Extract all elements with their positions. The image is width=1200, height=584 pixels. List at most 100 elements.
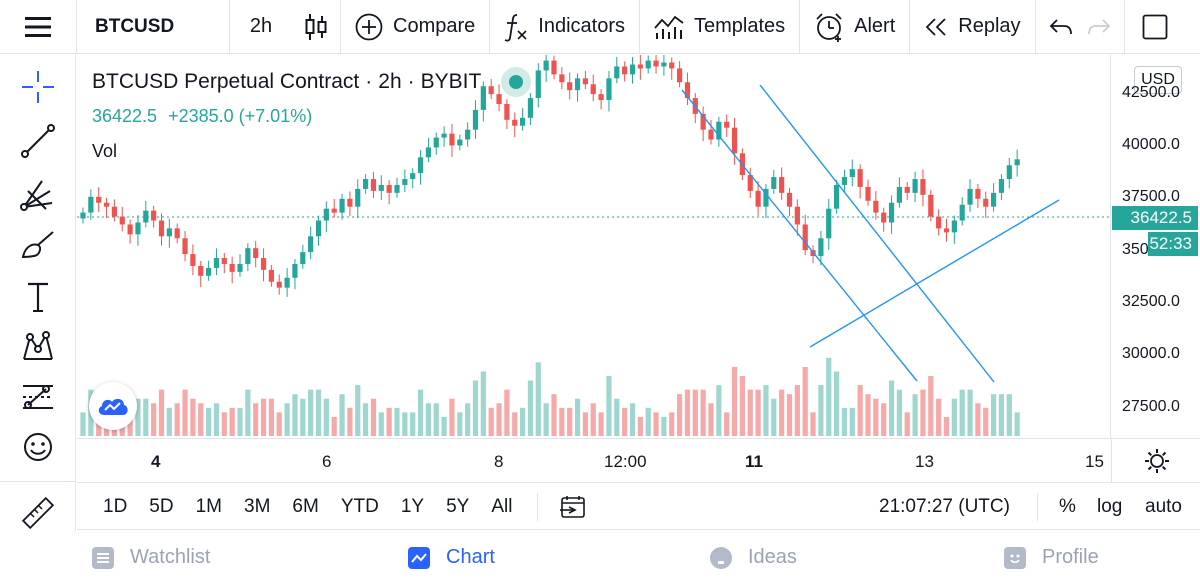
volume-bar <box>512 412 518 436</box>
toolbar-divider <box>340 0 341 54</box>
candle-body <box>653 60 659 67</box>
candle-body <box>339 198 345 213</box>
volume-bar <box>449 398 455 436</box>
range-6m-button[interactable]: 6M <box>292 495 319 517</box>
interval-button[interactable]: 2h <box>249 15 273 37</box>
log-scale-toggle[interactable]: log <box>1097 495 1123 517</box>
volume-bar <box>818 385 824 436</box>
volume-bar <box>151 403 157 436</box>
nav-profile[interactable]: Profile <box>1004 546 1099 569</box>
tradingview-logo-button[interactable] <box>89 382 137 430</box>
candle-body <box>779 177 785 193</box>
bottom-navigation: Watchlist Chart Ideas Profile <box>0 531 1200 584</box>
candle-body <box>143 210 149 223</box>
emoji-tool[interactable] <box>18 427 58 467</box>
candle-body <box>410 173 416 180</box>
list-icon <box>92 546 114 569</box>
cloud-logo-icon <box>98 398 128 415</box>
fullscreen-button[interactable] <box>1125 0 1185 54</box>
nav-chart[interactable]: Chart <box>408 546 495 569</box>
chart-pane[interactable] <box>77 50 1110 438</box>
volume-bar <box>983 407 989 436</box>
candle-body <box>315 220 322 237</box>
range-all-button[interactable]: All <box>491 495 513 517</box>
plus-circle-icon <box>355 13 383 40</box>
volume-bar <box>810 412 816 436</box>
range-5d-button[interactable]: 5D <box>149 495 174 517</box>
percent-scale-toggle[interactable]: % <box>1059 495 1076 517</box>
nav-ideas[interactable]: Ideas <box>710 546 797 569</box>
go-to-date-button[interactable] <box>560 494 586 520</box>
candle-body <box>292 263 298 278</box>
templates-button[interactable]: Templates <box>640 0 799 54</box>
legend-title-row[interactable]: BTCUSD Perpetual Contract · 2h · BYBIT <box>92 67 537 97</box>
ruler-tool[interactable] <box>18 493 58 533</box>
indicators-button[interactable]: Indicators <box>490 0 639 54</box>
volume-bar <box>315 389 322 436</box>
utc-clock[interactable]: 21:07:27 (UTC) <box>879 495 1010 517</box>
nav-watchlist[interactable]: Watchlist <box>92 546 210 569</box>
candle-body <box>786 192 793 207</box>
volume-bar <box>135 398 141 436</box>
candle-body <box>951 220 957 233</box>
volume-bar <box>174 403 180 436</box>
symbol-search-button[interactable]: BTCUSD <box>95 15 175 37</box>
alert-button[interactable]: Alert <box>800 0 909 54</box>
prediction-tool[interactable] <box>18 377 58 417</box>
range-1m-button[interactable]: 1M <box>195 495 222 517</box>
undo-button[interactable] <box>1042 0 1080 54</box>
compare-button[interactable]: Compare <box>341 0 489 54</box>
candle-body <box>826 208 832 239</box>
alert-label: Alert <box>854 15 896 37</box>
volume-bar <box>692 389 698 436</box>
time-label: 8 <box>494 452 504 471</box>
time-label: 11 <box>745 452 763 471</box>
volume-bar <box>182 389 188 436</box>
legend-interval: 2h <box>378 70 402 93</box>
candle-body <box>763 188 769 207</box>
range-1d-button[interactable]: 1D <box>103 495 128 517</box>
chart-settings-button[interactable] <box>1142 446 1172 476</box>
brush-tool[interactable] <box>18 225 58 265</box>
auto-scale-toggle[interactable]: auto <box>1145 495 1182 517</box>
candle-body <box>802 224 808 251</box>
redo-button[interactable] <box>1080 0 1118 54</box>
range-ytd-button[interactable]: YTD <box>340 495 379 517</box>
candle-body <box>637 64 643 69</box>
volume-bar <box>991 394 997 436</box>
market-status-icon[interactable] <box>501 67 532 97</box>
candle-body <box>151 210 157 221</box>
text-tool[interactable] <box>18 277 58 317</box>
volume-bar <box>959 389 965 436</box>
volume-bar <box>166 407 172 436</box>
candlestick-chart[interactable] <box>77 50 1110 438</box>
time-axis[interactable] <box>77 438 1200 483</box>
volume-bar <box>912 394 918 436</box>
currency-badge[interactable]: USD <box>1134 66 1182 94</box>
volume-bar <box>786 394 793 436</box>
volume-bar <box>881 403 887 436</box>
volume-bar <box>606 376 612 436</box>
brush-icon <box>21 231 54 259</box>
range-divider <box>537 492 539 521</box>
price-axis[interactable] <box>1110 55 1200 438</box>
pattern-tool[interactable] <box>18 327 58 367</box>
candle-body <box>622 66 628 75</box>
volume-bar <box>826 357 832 436</box>
volume-bar <box>229 407 235 436</box>
fib-tool[interactable] <box>18 173 58 213</box>
range-1y-button[interactable]: 1Y <box>400 495 425 517</box>
replay-button[interactable]: Replay <box>910 0 1034 54</box>
menu-button[interactable] <box>0 0 76 54</box>
range-3m-button[interactable]: 3M <box>244 495 271 517</box>
chart-style-button[interactable] <box>292 0 340 54</box>
range-5y-button[interactable]: 5Y <box>446 495 470 517</box>
volume-bar <box>143 398 149 436</box>
trend-line-tool[interactable] <box>18 121 58 161</box>
volume-bar <box>527 380 534 436</box>
legend-volume[interactable]: Vol <box>92 141 118 161</box>
lightbulb-icon <box>710 546 732 569</box>
candle-body <box>527 98 534 118</box>
crosshair-tool[interactable] <box>18 67 58 107</box>
toolbar-divider <box>229 0 230 54</box>
